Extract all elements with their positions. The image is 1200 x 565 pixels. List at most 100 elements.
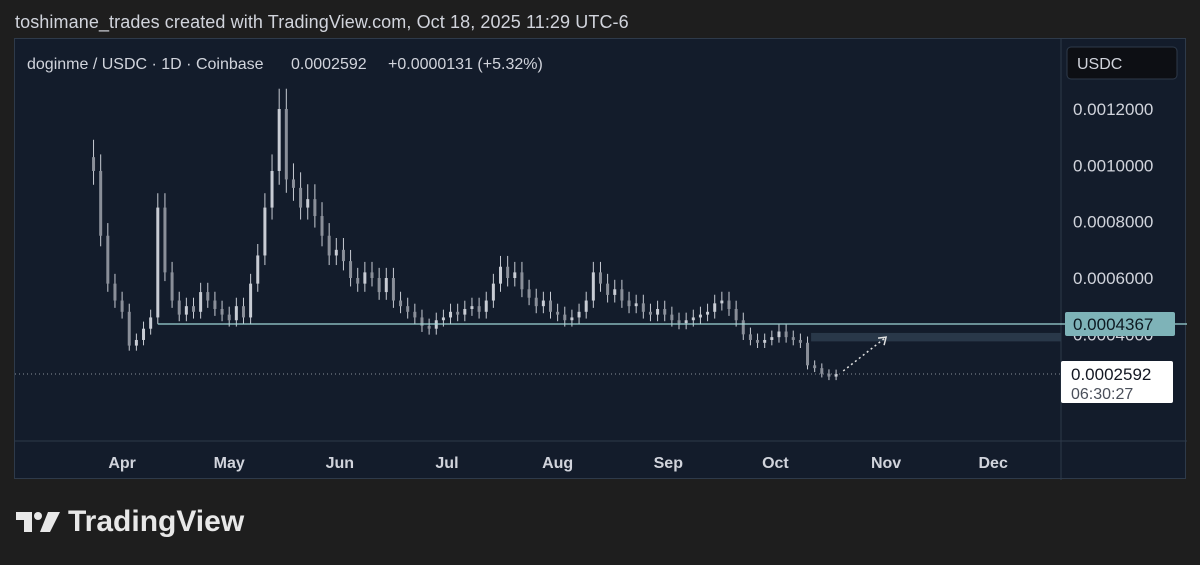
price-chart[interactable]: doginme / USDC · 1D · Coinbase 0.0002592 +… [15,39,1187,480]
candle-body[interactable] [513,272,517,279]
candle-body[interactable] [634,303,638,307]
candle-body[interactable] [741,320,745,335]
projection-arrow[interactable] [842,336,887,372]
candle-body[interactable] [627,300,631,307]
candle-body[interactable] [277,109,281,171]
candle-body[interactable] [299,187,303,208]
candle-body[interactable] [791,337,795,340]
candle-body[interactable] [334,249,338,256]
candle-body[interactable] [577,311,581,318]
candle-body[interactable] [213,300,217,309]
candle-body[interactable] [284,109,288,180]
candle-body[interactable] [691,317,695,321]
candle-body[interactable] [227,314,231,321]
candle-body[interactable] [456,311,460,315]
candle-body[interactable] [548,300,552,312]
candle-body[interactable] [341,249,345,262]
candle-body[interactable] [420,317,424,326]
candle-body[interactable] [306,199,310,208]
candle-body[interactable] [241,306,245,318]
candle-body[interactable] [399,300,403,307]
candle-body[interactable] [363,272,367,284]
resistance-zone[interactable] [811,332,1061,342]
candle-body[interactable] [606,283,610,295]
candle-body[interactable] [184,306,188,315]
candle-body[interactable] [449,311,453,318]
candle-body[interactable] [120,300,124,312]
candle-body[interactable] [106,235,110,284]
candle-body[interactable] [556,311,560,315]
candle-body[interactable] [484,300,488,312]
candle-body[interactable] [92,157,96,171]
candle-body[interactable] [706,311,710,315]
candle-body[interactable] [156,207,160,318]
candle-body[interactable] [827,373,831,377]
candle-body[interactable] [756,339,760,343]
candle-body[interactable] [470,306,474,309]
candle-body[interactable] [441,317,445,321]
candle-body[interactable] [613,289,617,295]
candle-body[interactable] [713,303,717,312]
candle-body[interactable] [206,292,210,301]
candle-body[interactable] [349,261,353,279]
candle-body[interactable] [520,272,524,290]
candle-body[interactable] [270,170,274,208]
candle-body[interactable] [427,325,431,329]
candle-body[interactable] [734,308,738,321]
candle-body[interactable] [377,278,381,293]
current-price-label[interactable] [1061,360,1173,403]
candle-body[interactable] [506,266,510,279]
candle-body[interactable] [327,235,331,256]
candle-body[interactable] [199,292,203,312]
candle-body[interactable] [570,317,574,321]
candle-body[interactable] [541,300,545,307]
candle-body[interactable] [820,368,824,374]
candle-body[interactable] [813,365,817,369]
candle-body[interactable] [320,216,324,236]
candle-body[interactable] [313,199,317,217]
candle-body[interactable] [684,320,688,324]
candle-body[interactable] [220,308,224,315]
candle-body[interactable] [163,207,167,273]
candle-body[interactable] [698,314,702,318]
candle-body[interactable] [249,283,253,318]
candle-body[interactable] [99,170,103,236]
candle-body[interactable] [527,289,531,298]
chart-frame[interactable]: doginme / USDC · 1D · Coinbase 0.0002592 +… [14,38,1187,480]
candle-body[interactable] [391,278,395,301]
candle-body[interactable] [748,334,752,340]
candle-body[interactable] [663,308,667,315]
candle-body[interactable] [598,272,602,284]
candle-body[interactable] [291,179,295,188]
candle-body[interactable] [256,255,260,284]
candle-body[interactable] [763,339,767,343]
candle-body[interactable] [727,300,731,309]
candle-body[interactable] [784,331,788,338]
candle-body[interactable] [127,311,131,346]
currency-button[interactable] [1066,46,1178,80]
candle-body[interactable] [798,339,802,343]
candle-body[interactable] [656,308,660,315]
candle-body[interactable] [263,207,267,256]
candle-body[interactable] [834,373,838,377]
candle-body[interactable] [177,300,181,315]
candle-body[interactable] [648,311,652,315]
candle-body[interactable] [670,314,674,321]
candle-body[interactable] [641,303,645,312]
candle-body[interactable] [584,300,588,312]
candle-body[interactable] [563,314,567,321]
candle-body[interactable] [534,297,538,307]
candle-body[interactable] [406,306,410,312]
candle-body[interactable] [234,306,238,321]
candle-body[interactable] [720,300,724,304]
support-price-label[interactable] [1065,312,1175,336]
candle-body[interactable] [477,306,481,312]
candle-body[interactable] [191,306,195,312]
candle-body[interactable] [499,266,503,284]
candle-body[interactable] [113,283,117,301]
candle-body[interactable] [149,317,153,329]
candle-body[interactable] [620,289,624,301]
candle-body[interactable] [463,308,467,315]
candle-body[interactable] [491,283,495,301]
candle-body[interactable] [170,272,174,301]
